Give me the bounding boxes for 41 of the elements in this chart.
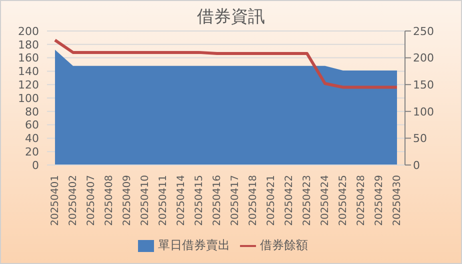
x-tick-label: 20250409: [122, 175, 134, 226]
x-tick-label: 20250410: [140, 175, 152, 226]
y2-tick-label: 200: [413, 52, 434, 65]
x-tick-label: 20250401: [50, 175, 62, 226]
x-tick-label: 20250430: [392, 175, 404, 226]
x-tick-label: 20250407: [86, 175, 98, 226]
y-tick-label: 180: [18, 38, 39, 52]
y2-tick-label: 150: [413, 78, 434, 92]
x-tick-label: 20250428: [356, 175, 368, 226]
y2-tick-label: 250: [413, 24, 434, 38]
x-tick-label: 20250408: [104, 175, 116, 226]
y-tick-label: 20: [25, 146, 39, 159]
x-tick-label: 20250429: [374, 175, 386, 226]
y-tick-label: 160: [18, 52, 39, 65]
legend-label: 單日借券賣出: [158, 238, 230, 252]
x-tick-label: 20250421: [266, 175, 278, 226]
x-tick-label: 20250402: [68, 175, 80, 226]
x-tick-label: 20250415: [194, 175, 206, 226]
y-tick-label: 140: [18, 65, 39, 78]
x-tick-label: 20250425: [338, 175, 350, 226]
x-tick-label: 20250416: [212, 175, 224, 226]
x-tick-label: 20250414: [176, 175, 188, 226]
x-tick-label: 20250417: [230, 175, 242, 226]
y-tick-label: 80: [25, 105, 39, 118]
x-tick-label: 20250422: [284, 175, 296, 226]
y-tick-label: 200: [18, 24, 39, 38]
y2-tick-label: 50: [413, 132, 427, 146]
y-tick-label: 40: [25, 132, 39, 146]
y-tick-label: 0: [32, 158, 39, 172]
x-tick-label: 20250411: [158, 175, 170, 226]
x-tick-label: 20250423: [302, 175, 314, 226]
y2-tick-label: 0: [413, 158, 420, 172]
y-tick-label: 60: [25, 118, 39, 132]
y-tick-label: 120: [18, 78, 39, 92]
y2-tick-label: 100: [413, 105, 434, 118]
chart-title: 借券資訊: [197, 7, 265, 27]
x-tick-label: 20250424: [320, 175, 332, 226]
legend-label: 借券餘額: [260, 238, 308, 252]
x-tick-label: 20250418: [248, 175, 260, 226]
y-tick-label: 100: [18, 92, 39, 105]
line-series: [54, 38, 398, 89]
